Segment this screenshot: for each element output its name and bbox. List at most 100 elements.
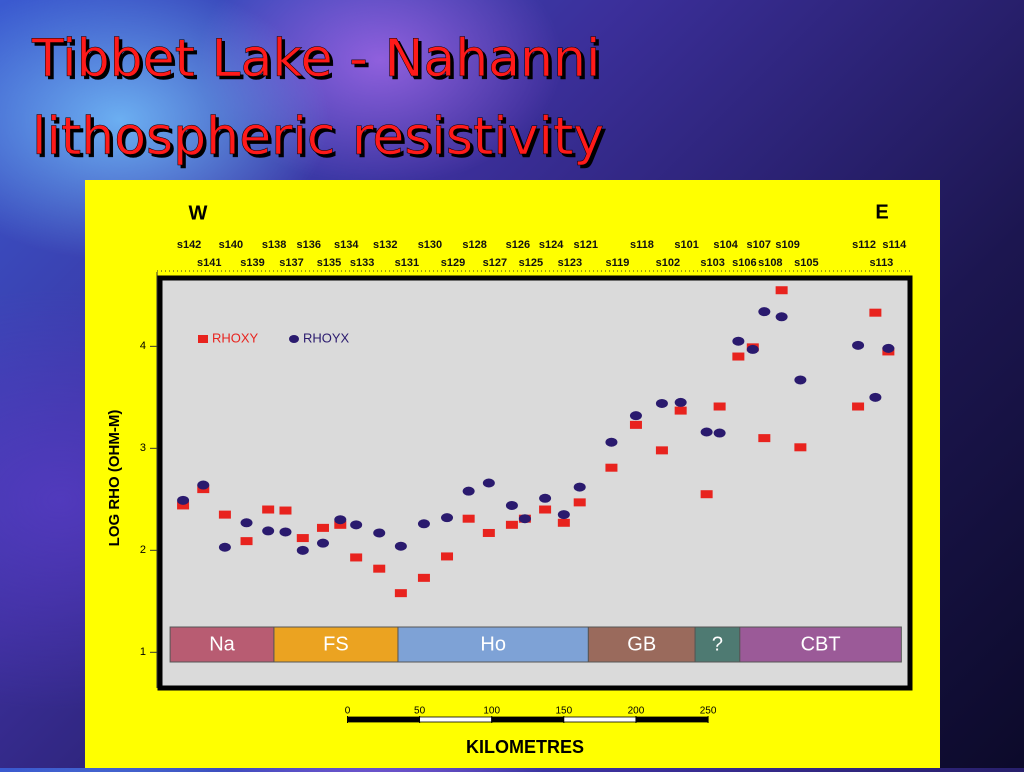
rhoxy-point — [629, 420, 642, 429]
rhoxy-point — [758, 434, 771, 443]
rhoyx-point — [296, 545, 309, 555]
terrane-label: Ho — [480, 633, 506, 655]
scale-tick-label: 200 — [628, 706, 645, 717]
rhoyx-point — [794, 375, 807, 385]
station-label: s102 — [656, 257, 680, 269]
rhoxy-point — [794, 443, 807, 452]
plot-area — [157, 275, 913, 691]
rhoxy-point — [334, 520, 347, 529]
west-label: W — [189, 202, 208, 224]
terrane-band — [739, 626, 902, 663]
station-label: s137 — [279, 257, 303, 269]
rhoxy-point — [394, 589, 407, 598]
station-label: s130 — [418, 239, 442, 251]
terrane-band — [169, 626, 275, 663]
rhoyx-point — [655, 398, 668, 408]
title-line: Tibbet Lake - Nahanni — [31, 29, 600, 89]
station-label: s101 — [674, 239, 698, 251]
y-tick-label: 4 — [140, 340, 146, 352]
legend-label: RHOYX — [303, 330, 350, 345]
rhoyx-point — [197, 480, 210, 490]
rhoyx-point — [629, 411, 642, 421]
rhoyx-point — [262, 526, 275, 536]
rhoxy-point — [218, 510, 231, 519]
rhoxy-point — [573, 498, 586, 507]
scale-tick-label: 150 — [556, 706, 573, 717]
station-label: s105 — [794, 257, 818, 269]
rhoyx-point — [505, 500, 518, 510]
station-label: s127 — [483, 257, 507, 269]
x-axis-label: KILOMETRES — [466, 737, 584, 757]
station-label: s129 — [441, 257, 465, 269]
rhoyx-point — [177, 495, 190, 505]
station-label: s113 — [869, 257, 893, 269]
station-label: s104 — [713, 239, 738, 251]
rhoxy-point — [732, 352, 745, 361]
rhoyx-point — [462, 486, 475, 496]
rhoyx-point — [573, 482, 586, 492]
y-tick-label: 2 — [140, 544, 146, 556]
rhoyx-point — [350, 520, 363, 530]
station-label: s134 — [334, 239, 359, 251]
station-label: s125 — [519, 257, 543, 269]
scale-tick-label: 100 — [483, 706, 500, 717]
rhoxy-point — [240, 537, 253, 546]
station-label: s142 — [177, 239, 201, 251]
station-label: s132 — [373, 239, 397, 251]
station-label: s128 — [462, 239, 486, 251]
y-axis-label: LOG RHO (OHM-M) — [106, 410, 123, 547]
rhoxy-point — [482, 528, 495, 537]
station-label: s121 — [573, 239, 597, 251]
rhoyx-point — [316, 538, 329, 548]
station-label: s107 — [747, 239, 771, 251]
rhoyx-point — [674, 397, 687, 407]
rhoxy-point — [296, 534, 309, 543]
rhoyx-point — [732, 336, 745, 346]
station-label: s118 — [630, 239, 654, 251]
rhoyx-point — [605, 437, 618, 447]
station-label: s131 — [395, 257, 419, 269]
rhoyx-point — [373, 528, 386, 538]
scale-segment — [491, 716, 565, 723]
east-label: E — [875, 201, 888, 223]
rhoyx-point — [746, 344, 759, 354]
rhoxy-point — [605, 463, 618, 472]
rhoxy-point — [316, 523, 329, 532]
rhoxy-point — [539, 505, 552, 514]
y-tick-label: 1 — [140, 646, 146, 658]
scale-segment — [419, 716, 493, 723]
rhoyx-point — [758, 307, 771, 317]
terrane-band — [694, 626, 741, 663]
scale-tick-label: 0 — [345, 706, 351, 717]
rhoyx-point — [539, 493, 552, 503]
scale-segment — [347, 716, 421, 723]
station-label: s126 — [506, 239, 530, 251]
rhoyx-point — [279, 527, 292, 537]
station-label: s119 — [606, 257, 630, 269]
station-label: s109 — [775, 239, 799, 251]
rhoyx-point — [518, 514, 531, 524]
rhoxy-point — [177, 501, 190, 510]
scale-tick-label: 250 — [700, 706, 717, 717]
rhoyx-point — [240, 518, 253, 528]
scale-tick-label: 50 — [414, 706, 426, 717]
rhoxy-point — [557, 518, 570, 527]
station-label: s135 — [317, 257, 341, 269]
legend-label: RHOXY — [212, 330, 259, 345]
rhoxy-point — [350, 553, 363, 562]
rhoxy-point — [674, 406, 687, 415]
rhoyx-point — [334, 515, 347, 525]
rhoxy-point — [775, 286, 788, 295]
rhoyx-point — [417, 519, 430, 529]
station-label: s139 — [240, 257, 264, 269]
station-label: s103 — [700, 257, 724, 269]
legend-marker — [198, 335, 208, 343]
rhoyx-point — [557, 510, 570, 520]
station-label: s106 — [732, 257, 756, 269]
rhoxy-point — [713, 402, 726, 411]
rhoyx-point — [441, 513, 454, 523]
rhoxy-point — [505, 520, 518, 529]
rhoxy-point — [869, 308, 882, 317]
legend-marker — [289, 335, 299, 343]
